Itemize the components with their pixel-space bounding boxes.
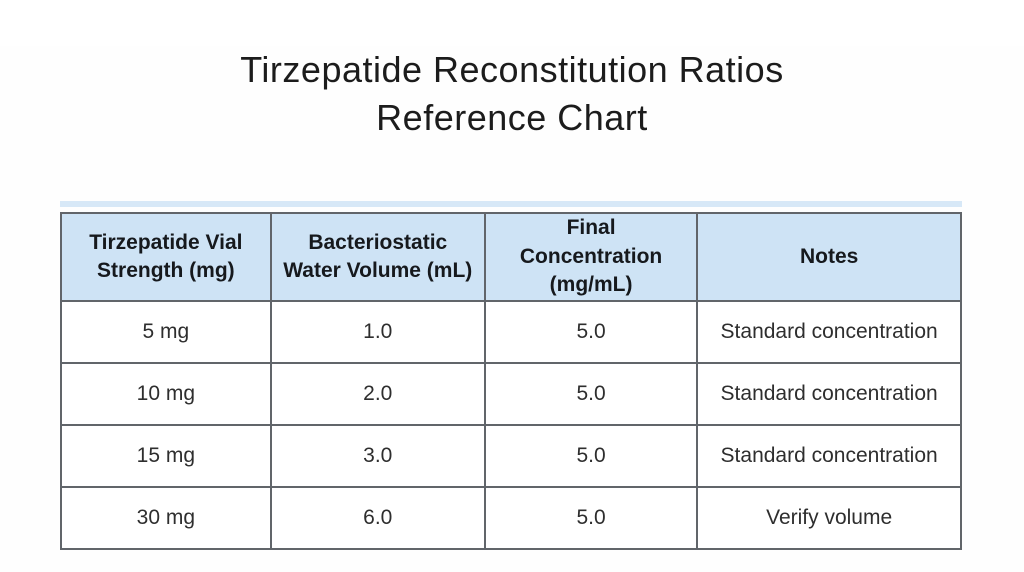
table-header-row: Tirzepatide Vial Strength (mg) Bacterios… [60,212,962,302]
cell-final-concentration: 5.0 [483,362,699,426]
cell-vial-strength: 5 mg [60,300,272,364]
reconstitution-reference-table: Tirzepatide Vial Strength (mg) Bacterios… [60,212,962,550]
cell-final-concentration: 5.0 [483,300,699,364]
cell-vial-strength: 10 mg [60,362,272,426]
cell-water-volume: 3.0 [269,424,486,488]
page: Tirzepatide Reconstitution Ratios Refere… [0,46,1024,572]
column-header-water-volume: Bacteriostatic Water Volume (mL) [269,212,486,302]
table-top-accent-strip [60,201,962,207]
table-row: 15 mg 3.0 5.0 Standard concentration [60,424,962,488]
table-row: 30 mg 6.0 5.0 Verify volume [60,486,962,550]
column-header-notes: Notes [696,212,962,302]
cell-vial-strength: 30 mg [60,486,272,550]
column-header-vial-strength: Tirzepatide Vial Strength (mg) [60,212,272,302]
cell-notes: Standard concentration [696,424,962,488]
cell-water-volume: 6.0 [269,486,486,550]
cell-final-concentration: 5.0 [483,424,699,488]
cell-vial-strength: 15 mg [60,424,272,488]
page-title: Tirzepatide Reconstitution Ratios Refere… [0,46,1024,142]
table-row: 10 mg 2.0 5.0 Standard concentration [60,362,962,426]
cell-notes: Verify volume [696,486,962,550]
cell-final-concentration: 5.0 [483,486,699,550]
cell-notes: Standard concentration [696,300,962,364]
page-title-line-2: Reference Chart [376,97,648,138]
cell-water-volume: 2.0 [269,362,486,426]
column-header-final-concentration: Final Concentration (mg/mL) [483,212,699,302]
cell-water-volume: 1.0 [269,300,486,364]
table-row: 5 mg 1.0 5.0 Standard concentration [60,300,962,364]
page-title-line-1: Tirzepatide Reconstitution Ratios [240,49,784,90]
cell-notes: Standard concentration [696,362,962,426]
